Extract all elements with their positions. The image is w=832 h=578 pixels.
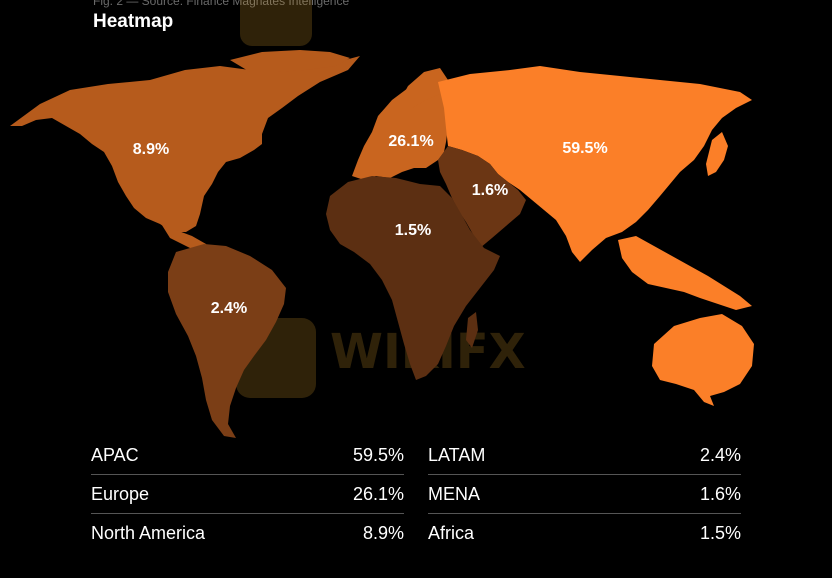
region-value: 8.9%: [362, 522, 404, 543]
label-north-america: 8.9%: [133, 141, 169, 158]
region-japan: [706, 132, 728, 176]
table-row: Europe 26.1%: [91, 475, 404, 514]
figure-caption: Fig. 2 — Source: Finance Magnates Intell…: [93, 0, 350, 8]
region-name: MENA: [428, 483, 481, 504]
region-name: LATAM: [428, 444, 486, 465]
label-mena: 1.6%: [472, 182, 508, 199]
region-madagascar: [466, 312, 478, 348]
region-value: 1.5%: [699, 522, 741, 543]
region-latam: [168, 244, 286, 438]
region-value: 1.6%: [699, 483, 741, 504]
region-north-america-arctic: [230, 50, 350, 72]
region-name: North America: [91, 522, 206, 543]
region-table-right-column: LATAM 2.4% MENA 1.6% Africa 1.5%: [428, 436, 741, 552]
label-latam: 2.4%: [211, 300, 247, 317]
table-row: MENA 1.6%: [428, 475, 741, 514]
region-name: Europe: [91, 483, 150, 504]
region-table-left-column: APAC 59.5% Europe 26.1% North America 8.…: [91, 436, 404, 552]
region-value: 59.5%: [352, 444, 404, 465]
table-row: Africa 1.5%: [428, 514, 741, 552]
region-europe: [352, 80, 448, 180]
region-africa: [326, 176, 500, 380]
region-southeast-asia: [618, 236, 752, 310]
world-map: WIKIFX 8.9% 26.1% 59.5% 1.6% 1.5% 2.4%: [10, 0, 754, 438]
region-name: Africa: [428, 522, 475, 543]
region-mena: [438, 146, 526, 248]
label-europe: 26.1%: [388, 133, 433, 150]
region-apac: [438, 66, 752, 262]
label-apac: 59.5%: [562, 140, 607, 157]
region-scandinavia: [396, 68, 448, 108]
label-africa: 1.5%: [395, 222, 431, 239]
table-row: APAC 59.5%: [91, 436, 404, 475]
page-title: Heatmap: [93, 11, 174, 32]
region-value: 26.1%: [352, 483, 404, 504]
region-north-america: [10, 56, 360, 232]
region-name: APAC: [91, 444, 139, 465]
region-value: 2.4%: [699, 444, 741, 465]
table-row: North America 8.9%: [91, 514, 404, 552]
region-australia: [652, 314, 754, 406]
table-row: LATAM 2.4%: [428, 436, 741, 475]
